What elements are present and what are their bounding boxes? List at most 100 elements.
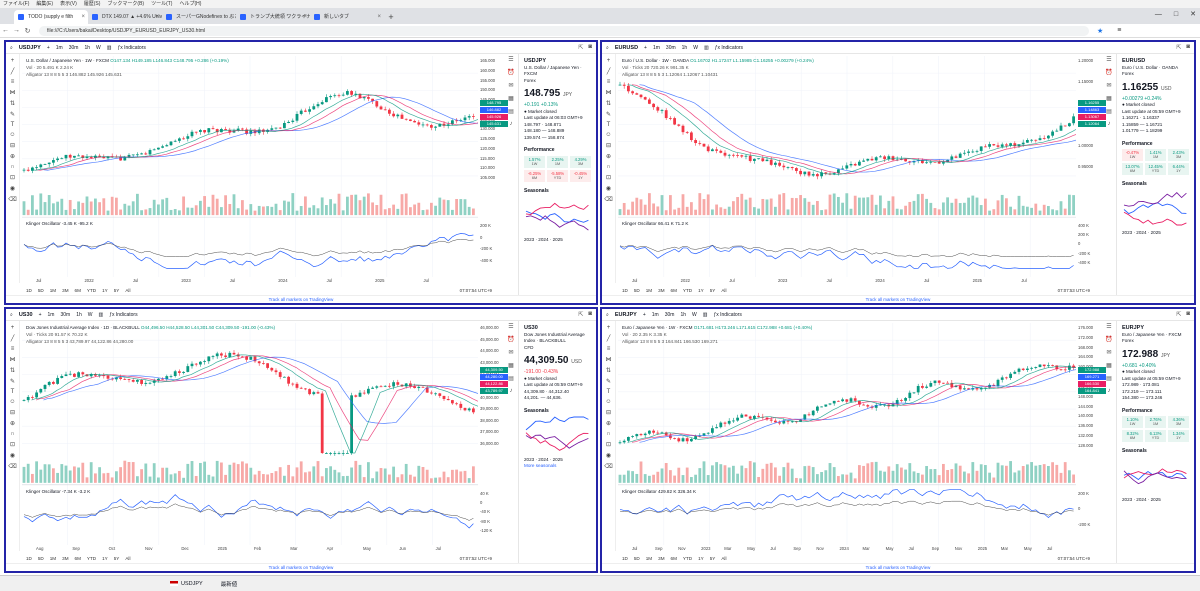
emoji-icon[interactable]: ☺ bbox=[605, 399, 612, 405]
text-icon[interactable]: T bbox=[10, 122, 15, 128]
zoom-icon[interactable]: ⊕ bbox=[9, 154, 16, 160]
range-button[interactable]: 1M bbox=[49, 287, 57, 293]
bell-icon[interactable]: ♪ bbox=[509, 121, 513, 127]
range-button[interactable]: 3M bbox=[62, 555, 69, 561]
timeframe-button[interactable]: W bbox=[96, 44, 101, 51]
pattern-icon[interactable]: ⋈ bbox=[9, 90, 16, 96]
chart-type-icon[interactable]: ▥ bbox=[106, 44, 112, 51]
range-button[interactable]: 6M bbox=[670, 555, 677, 561]
bell-icon[interactable]: ♪ bbox=[1107, 121, 1111, 127]
open-external-icon[interactable]: ⇱ bbox=[578, 45, 584, 51]
bookmark-star-icon[interactable]: ★ bbox=[1097, 27, 1104, 35]
bell-icon[interactable]: ♪ bbox=[509, 388, 513, 394]
range-button[interactable]: All bbox=[125, 287, 131, 293]
indicators-button[interactable]: ƒx Indicators bbox=[713, 311, 742, 318]
menu-item[interactable]: ブックマーク(B) bbox=[107, 1, 145, 7]
range-button[interactable]: 6M bbox=[670, 287, 677, 293]
browser-tab[interactable]: トランプ大統領 ワクライナ加盟国× bbox=[236, 10, 310, 24]
symbol-search-icon[interactable]: ⌕ bbox=[10, 44, 13, 51]
menu-item[interactable]: 履歴(S) bbox=[83, 1, 101, 7]
range-button[interactable]: 1D bbox=[26, 555, 32, 561]
crosshair-icon[interactable]: + bbox=[606, 325, 611, 331]
watchlist-icon[interactable]: ☰ bbox=[508, 324, 514, 330]
range-button[interactable]: 1D bbox=[622, 287, 628, 293]
timeframe-button[interactable]: 1h bbox=[84, 44, 90, 51]
lock-icon[interactable]: ⊡ bbox=[9, 442, 16, 448]
symbol-search-icon[interactable]: ⌕ bbox=[606, 311, 609, 318]
chat-icon[interactable]: ✉ bbox=[508, 83, 514, 89]
new-tab-button[interactable]: + bbox=[388, 12, 394, 22]
chart-type-icon[interactable]: ▥ bbox=[703, 44, 709, 51]
fib-icon[interactable]: ≡ bbox=[10, 79, 15, 85]
range-button[interactable]: 5D bbox=[37, 287, 44, 293]
track-markets-link[interactable]: Track all markets on TradingView bbox=[602, 563, 1194, 571]
close-window-icon[interactable]: ✕ bbox=[1190, 11, 1196, 18]
range-button[interactable]: YTD bbox=[86, 287, 97, 293]
range-button[interactable]: All bbox=[125, 555, 131, 561]
range-button[interactable]: YTD bbox=[86, 555, 97, 561]
bell-icon[interactable]: ♪ bbox=[1107, 388, 1111, 394]
browser-tab[interactable]: DTX 149.07 ▲ +4.6% Universe× bbox=[88, 10, 162, 24]
alert-icon[interactable]: ⏰ bbox=[1105, 337, 1113, 343]
add-symbol-icon[interactable]: + bbox=[46, 44, 50, 51]
range-button[interactable]: 5Y bbox=[709, 555, 716, 561]
range-button[interactable]: 1Y bbox=[102, 555, 108, 561]
news-icon[interactable]: ▤ bbox=[508, 109, 514, 115]
indicators-button[interactable]: ƒx Indicators bbox=[109, 311, 138, 318]
ruler-icon[interactable]: ⊟ bbox=[605, 410, 612, 416]
indicators-button[interactable]: ƒx Indicators bbox=[117, 44, 146, 51]
alert-icon[interactable]: ⏰ bbox=[1105, 70, 1113, 76]
chart-type-icon[interactable]: ▥ bbox=[702, 311, 708, 318]
timeframe-button[interactable]: 1m bbox=[652, 44, 660, 51]
taskbar-item-usdjpy[interactable]: USDJPY bbox=[170, 581, 203, 587]
range-button[interactable]: 1Y bbox=[698, 287, 704, 293]
range-button[interactable]: 6M bbox=[74, 555, 81, 561]
prediction-icon[interactable]: ⇅ bbox=[605, 101, 612, 107]
browser-tab[interactable]: 新しいタブ × bbox=[310, 10, 384, 24]
calendar-icon[interactable]: ▦ bbox=[508, 96, 514, 102]
symbol-name[interactable]: US30 bbox=[18, 311, 33, 318]
trend-line-icon[interactable]: ╱ bbox=[606, 336, 611, 342]
ruler-icon[interactable]: ⊟ bbox=[9, 410, 16, 416]
open-external-icon[interactable]: ⇱ bbox=[1176, 45, 1182, 51]
add-symbol-icon[interactable]: + bbox=[38, 311, 42, 318]
trash-icon[interactable]: ⌫ bbox=[604, 197, 613, 203]
menu-item[interactable]: 表示(V) bbox=[60, 1, 77, 7]
add-symbol-icon[interactable]: + bbox=[642, 311, 646, 318]
track-markets-link[interactable]: Track all markets on TradingView bbox=[6, 295, 596, 303]
trash-icon[interactable]: ⌫ bbox=[8, 464, 17, 470]
trend-line-icon[interactable]: ╱ bbox=[10, 336, 15, 342]
text-icon[interactable]: T bbox=[606, 389, 611, 395]
calendar-icon[interactable]: ▦ bbox=[508, 363, 514, 369]
range-button[interactable]: 1D bbox=[26, 287, 32, 293]
indicators-button[interactable]: ƒx Indicators bbox=[714, 44, 744, 51]
calendar-icon[interactable]: ▦ bbox=[1106, 363, 1112, 369]
taskbar-item-latest[interactable]: 最新値 bbox=[220, 581, 238, 588]
news-icon[interactable]: ▤ bbox=[1106, 376, 1112, 382]
menu-icon[interactable]: ≡ bbox=[1117, 27, 1122, 34]
range-button[interactable]: 5Y bbox=[113, 555, 120, 561]
pattern-icon[interactable]: ⋈ bbox=[605, 90, 612, 96]
pattern-icon[interactable]: ⋈ bbox=[605, 357, 612, 363]
chart-type-icon[interactable]: ▥ bbox=[98, 311, 104, 318]
range-button[interactable]: 1Y bbox=[698, 555, 704, 561]
range-button[interactable]: 3M bbox=[658, 555, 665, 561]
range-button[interactable]: 5Y bbox=[113, 287, 120, 293]
magnet-icon[interactable]: ∩ bbox=[10, 431, 15, 437]
menu-item[interactable]: 編集(E) bbox=[36, 1, 54, 7]
zoom-icon[interactable]: ⊕ bbox=[9, 421, 16, 427]
range-button[interactable]: YTD bbox=[682, 555, 693, 561]
camera-icon[interactable]: ◙ bbox=[1186, 44, 1190, 50]
fib-icon[interactable]: ≡ bbox=[10, 346, 15, 352]
zoom-icon[interactable]: ⊕ bbox=[605, 154, 612, 160]
range-button[interactable]: 5D bbox=[633, 555, 640, 561]
trash-icon[interactable]: ⌫ bbox=[604, 464, 613, 470]
fib-icon[interactable]: ≡ bbox=[606, 79, 611, 85]
tab-close-icon[interactable]: × bbox=[229, 14, 233, 20]
text-icon[interactable]: T bbox=[10, 389, 15, 395]
lock-icon[interactable]: ⊡ bbox=[605, 442, 612, 448]
minimize-icon[interactable]: — bbox=[1154, 11, 1162, 18]
range-button[interactable]: 3M bbox=[658, 287, 665, 293]
browser-tab[interactable]: スーパーGNodefinex to ぶさ(ｂ× bbox=[162, 10, 236, 24]
timeframe-button[interactable]: 1m bbox=[651, 311, 659, 318]
